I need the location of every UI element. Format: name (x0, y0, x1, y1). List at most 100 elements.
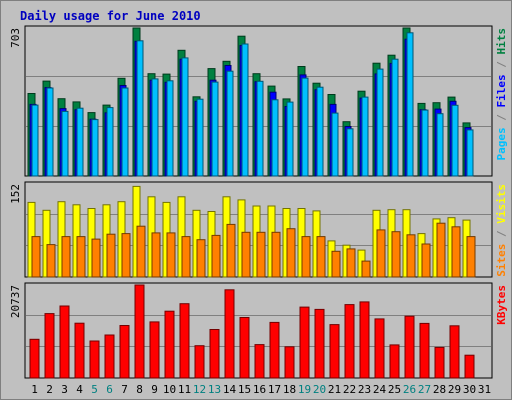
x-tick-label-day-31: 31 (478, 383, 491, 396)
bar-sites-day-3 (61, 236, 71, 278)
legend-middle: Sites / Visits (495, 184, 508, 277)
bar-kbytes-day-6 (104, 334, 115, 379)
bar-pages-day-25 (391, 58, 399, 177)
bar-pages-day-6 (106, 107, 114, 177)
y-max-label: 20737 (9, 285, 22, 318)
chart-title: Daily usage for June 2010 (20, 9, 201, 23)
bar-pages-day-4 (76, 107, 84, 177)
bar-pages-day-9 (151, 78, 159, 177)
bar-kbytes-day-3 (59, 305, 70, 379)
bar-kbytes-day-5 (89, 340, 100, 379)
bar-sites-day-4 (76, 236, 86, 278)
x-tick-label-day-30: 30 (463, 383, 476, 396)
bar-sites-day-11 (181, 236, 191, 278)
legend-part: Pages (495, 127, 508, 160)
bar-sites-day-19 (301, 236, 311, 278)
bar-kbytes-day-30 (464, 354, 475, 379)
bar-sites-day-9 (151, 232, 161, 278)
bar-sites-day-17 (271, 231, 281, 278)
bar-kbytes-day-27 (419, 322, 430, 379)
bar-pages-day-17 (271, 99, 279, 177)
bar-kbytes-day-24 (374, 318, 385, 379)
bar-kbytes-day-12 (194, 345, 205, 379)
bar-sites-day-28 (436, 222, 446, 278)
x-tick-label-day-12: 12 (193, 383, 206, 396)
bar-pages-day-18 (286, 101, 294, 177)
x-tick-label-day-14: 14 (223, 383, 237, 396)
panel-bottom: 20737 KBytes (9, 282, 508, 379)
bar-sites-day-18 (286, 228, 296, 278)
bar-pages-day-2 (46, 87, 54, 177)
bar-pages-day-5 (91, 119, 99, 177)
x-tick-label-day-13: 13 (208, 383, 221, 396)
bar-sites-day-13 (211, 234, 221, 278)
legend-part: / (495, 224, 508, 244)
chart-panels: 703 Pages / Files / Hits 152 Sites / Visits… (9, 25, 508, 379)
bar-kbytes-day-25 (389, 344, 400, 379)
bar-kbytes-day-7 (119, 325, 130, 379)
bar-kbytes-day-16 (254, 344, 265, 379)
bar-pages-day-23 (361, 96, 369, 177)
legend-part: Visits (495, 184, 508, 224)
bar-pages-day-27 (421, 109, 429, 177)
bar-kbytes-day-9 (149, 321, 160, 379)
legend-part: / (495, 55, 508, 75)
bar-kbytes-day-13 (209, 329, 220, 379)
bar-kbytes-day-23 (359, 301, 370, 379)
bar-sites-day-20 (316, 236, 326, 278)
panel-top: 703 Pages / Files / Hits (9, 25, 508, 177)
x-tick-label-day-4: 4 (76, 383, 83, 396)
bar-kbytes-day-2 (44, 313, 55, 379)
x-tick-label-day-22: 22 (343, 383, 356, 396)
bar-sites-day-8 (136, 225, 146, 278)
bar-sites-day-2 (46, 244, 56, 278)
x-tick-label-day-28: 28 (433, 383, 446, 396)
x-tick-label-day-23: 23 (358, 383, 371, 396)
x-tick-label-day-19: 19 (298, 383, 311, 396)
bar-kbytes-day-8 (134, 284, 145, 379)
bar-pages-day-12 (196, 98, 204, 177)
bar-kbytes-day-17 (269, 321, 280, 379)
bar-pages-day-24 (376, 68, 384, 177)
x-tick-label-day-3: 3 (61, 383, 68, 396)
bar-sites-day-10 (166, 232, 176, 278)
bar-pages-day-20 (316, 86, 324, 177)
x-tick-label-day-8: 8 (136, 383, 143, 396)
bar-pages-day-1 (31, 104, 39, 177)
x-tick-label-day-15: 15 (238, 383, 251, 396)
legend-top: Pages / Files / Hits (495, 28, 508, 161)
x-tick-label-day-25: 25 (388, 383, 401, 396)
bar-sites-day-15 (241, 231, 251, 278)
bar-kbytes-day-14 (224, 289, 235, 379)
bar-kbytes-day-19 (299, 306, 310, 379)
bar-kbytes-day-26 (404, 315, 415, 379)
bar-kbytes-day-21 (329, 324, 340, 379)
y-max-label: 152 (9, 184, 22, 204)
bar-pages-day-11 (181, 57, 189, 177)
x-tick-label-day-24: 24 (373, 383, 387, 396)
bar-sites-day-29 (451, 226, 461, 278)
bar-pages-day-8 (136, 40, 144, 177)
bar-sites-day-21 (331, 250, 341, 278)
bar-kbytes-day-18 (284, 346, 295, 379)
bar-pages-day-3 (61, 110, 69, 177)
x-tick-label-day-5: 5 (91, 383, 98, 396)
bar-sites-day-25 (391, 231, 401, 278)
bar-kbytes-day-11 (179, 303, 190, 379)
bar-sites-day-5 (91, 238, 101, 278)
legend-part: Hits (495, 28, 508, 55)
bar-kbytes-day-4 (74, 322, 85, 379)
bar-pages-day-10 (166, 80, 174, 177)
bar-sites-day-16 (256, 231, 266, 278)
bar-kbytes-day-28 (434, 346, 445, 379)
x-tick-label-day-10: 10 (163, 383, 176, 396)
bar-sites-day-23 (361, 260, 371, 278)
bar-sites-day-30 (466, 236, 476, 278)
bar-pages-day-13 (211, 81, 219, 177)
x-tick-label-day-11: 11 (178, 383, 191, 396)
panel-middle: 152 Sites / Visits (9, 181, 508, 278)
bar-kbytes-day-22 (344, 304, 355, 379)
x-axis-labels: 1 2 3 4 5 6 7 8 9 10 11 12 13 14 15 16 17 18 19 20 21 22 23 24 2… (31, 383, 491, 396)
x-tick-label-day-29: 29 (448, 383, 461, 396)
